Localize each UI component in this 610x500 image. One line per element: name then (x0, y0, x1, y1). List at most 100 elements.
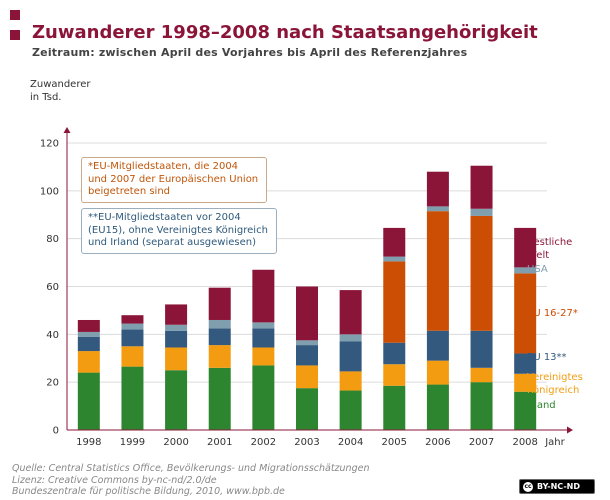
bar-segment-rest (383, 227, 406, 257)
x-tick-label: 2006 (425, 437, 450, 448)
x-axis-arrow-icon (567, 426, 573, 434)
title-square-icon (10, 30, 20, 40)
bar-segment-rest (165, 304, 188, 325)
bar-segment-irland (165, 370, 188, 430)
y-tick-label: 0 (53, 426, 59, 437)
y-tick-label: 100 (40, 186, 59, 197)
bar-segment-eu13 (165, 330, 188, 348)
y-tick-label: 120 (40, 139, 59, 150)
bar-segment-usa (383, 256, 406, 262)
bar-segment-eu13 (383, 342, 406, 365)
legend-entry-eu13: EU 13** (527, 352, 567, 363)
bar-segment-irland (252, 365, 275, 430)
bar-segment-uk (514, 373, 537, 392)
x-tick-label: 1999 (120, 437, 145, 448)
bar-segment-rest (470, 165, 493, 209)
bar-segment-eu13 (339, 341, 362, 372)
legend-entry-usa: USA (527, 264, 548, 275)
bar-segment-usa (514, 267, 537, 274)
bar-segment-rest (514, 227, 537, 268)
eu15-note: **EU-Mitgliedstaaten vor 2004 (EU15), oh… (81, 208, 277, 254)
bar-segment-uk (252, 347, 275, 366)
bar-segment-usa (77, 331, 100, 337)
bar-segment-eu13 (296, 345, 318, 366)
bar-segment-irland (339, 390, 362, 430)
x-tick-label: 1998 (76, 437, 101, 448)
bar-segment-eu13 (470, 330, 493, 368)
y-tick-label: 60 (46, 282, 59, 293)
bar-segment-eu13 (426, 330, 449, 361)
x-tick-label: 2002 (251, 437, 276, 448)
bar-segment-irland (208, 367, 231, 430)
bar-segment-uk (208, 345, 231, 368)
x-tick-label: 2007 (469, 437, 494, 448)
license-line: Lizenz: Creative Commons by-nc-nd/2.0/de (12, 474, 217, 486)
bar-segment-eu27 (426, 211, 449, 331)
publisher-line: Bundeszentrale für politische Bildung, 2… (12, 486, 285, 497)
bar-segment-irland (426, 384, 449, 430)
bar-segment-rest (426, 171, 449, 207)
bar-segment-eu27 (514, 273, 537, 354)
x-tick-label: 2001 (207, 437, 232, 448)
bar-segment-eu13 (252, 328, 275, 348)
legend-entry-irland: Irland (527, 400, 556, 411)
eu-accession-note: *EU-Mitgliedstaaten, die 2004 und 2007 d… (81, 157, 267, 203)
bar-segment-usa (252, 322, 275, 329)
y-axis-label: Zuwanderer in Tsd. (30, 79, 91, 103)
x-tick-label: 2005 (382, 437, 407, 448)
x-axis-label: Jahr (544, 437, 565, 448)
bar-segment-eu13 (77, 336, 100, 352)
bar-segment-eu27 (470, 215, 493, 331)
bar-segment-uk (339, 371, 362, 391)
stacked-bar-chart: 0 20 40 60 80 100 120 1998 1999 2000 2001 2002 2003 2… (40, 127, 573, 448)
bar-segment-eu13 (514, 353, 537, 374)
bar-segment-rest (121, 315, 144, 324)
bar-segment-uk (165, 347, 188, 371)
y-tick-label: 20 (46, 378, 59, 389)
bar-segment-rest (208, 287, 231, 320)
x-tick-label: 2008 (512, 437, 537, 448)
bar-segment-usa (470, 208, 493, 216)
bar-segment-usa (121, 323, 144, 330)
bar-segment-rest (77, 319, 100, 332)
bar-segment-irland (383, 385, 406, 430)
bar-segment-uk (121, 346, 144, 367)
x-tick-label: 2000 (163, 437, 188, 448)
license-badge[interactable]: cc BY-NC-ND (519, 479, 595, 494)
bar-segment-irland (514, 391, 537, 430)
bar-segment-usa (296, 340, 318, 346)
bar-segment-usa (165, 324, 188, 331)
bar-segment-usa (426, 206, 449, 212)
bar-segment-uk (470, 367, 493, 383)
chart-subtitle: Zeitraum: zwischen April des Vorjahres b… (32, 46, 468, 59)
source-line: Quelle: Central Statistics Office, Bevöl… (12, 463, 370, 474)
x-tick-label: 2003 (294, 437, 319, 448)
x-tick-label: 2004 (338, 437, 363, 448)
bar-segment-rest (339, 290, 362, 335)
y-tick-label: 80 (46, 234, 59, 245)
bar-segment-uk (296, 365, 318, 389)
legend-entry-rest: Restliche Welt (527, 237, 573, 261)
title-square-icon (10, 10, 20, 20)
bar-segment-irland (296, 388, 318, 430)
bar-segment-eu13 (208, 328, 231, 346)
y-axis-arrow-icon (63, 127, 71, 133)
bar-segment-uk (426, 360, 449, 385)
bar-segment-eu27 (383, 261, 406, 343)
bar-segment-irland (77, 372, 100, 430)
bar-segment-uk (77, 351, 100, 373)
bar-segment-rest (296, 286, 318, 341)
legend-entry-eu27: EU 16-27* (527, 308, 578, 319)
legend-entry-uk: Vereinigtes Königreich (527, 372, 583, 396)
bar-segment-usa (339, 334, 362, 342)
cc-icon: cc (523, 481, 533, 492)
y-tick-label: 40 (46, 330, 59, 341)
bar-segment-irland (121, 366, 144, 430)
bar-segment-eu13 (121, 329, 144, 347)
source-note: Quelle: Central Statistics Office, Bevöl… (12, 463, 369, 498)
license-badge-label: BY-NC-ND (537, 482, 581, 491)
bar-segment-uk (383, 364, 406, 386)
bar-segment-irland (470, 382, 493, 430)
bar-segment-rest (252, 269, 275, 323)
chart-title: Zuwanderer 1998–2008 nach Staatsangehöri… (32, 22, 538, 43)
